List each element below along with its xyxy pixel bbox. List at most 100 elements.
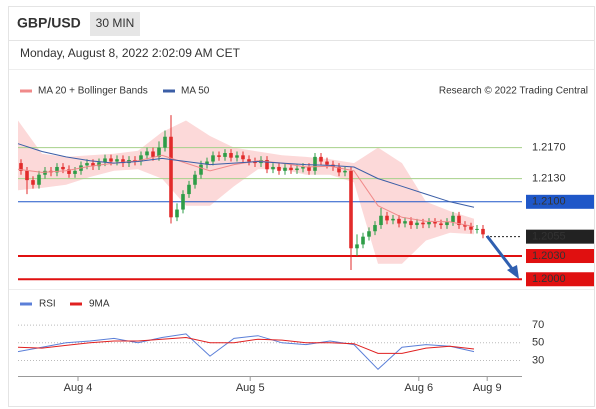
candle-body xyxy=(313,156,317,171)
candle-body xyxy=(253,161,257,164)
legend-label: RSI xyxy=(39,299,56,310)
indicator-line xyxy=(17,336,475,354)
level-box xyxy=(526,249,594,264)
candle-body xyxy=(325,161,329,165)
candle-body xyxy=(319,156,323,162)
candle-body xyxy=(73,170,77,174)
candle-body xyxy=(55,166,59,173)
candle-body xyxy=(265,159,269,170)
candle-body xyxy=(349,170,353,249)
candle-body xyxy=(91,163,95,167)
candle-body xyxy=(397,218,401,224)
level-label: 1.2030 xyxy=(532,250,566,262)
bollinger-band xyxy=(18,120,474,264)
level-label: 1.2100 xyxy=(532,196,566,208)
candle-body xyxy=(367,231,371,237)
candle-body xyxy=(361,236,365,245)
candle-body xyxy=(25,170,29,181)
candle-body xyxy=(481,228,485,235)
candle-body xyxy=(445,221,449,226)
candle-body xyxy=(343,170,347,173)
candle-body xyxy=(421,222,425,225)
legend-label: MA 50 xyxy=(181,86,210,97)
candle-body xyxy=(235,155,239,158)
level-label: 1.2130 xyxy=(532,172,566,184)
candle-body xyxy=(307,166,311,171)
candle-body xyxy=(199,164,203,175)
x-tick-label: Aug 5 xyxy=(236,382,265,394)
candle-body xyxy=(373,225,377,232)
credit: Research © 2022 Trading Central xyxy=(439,86,588,97)
candle-body xyxy=(109,158,113,162)
candle-body xyxy=(385,215,389,221)
timestamp: Monday, August 8, 2022 2:02:09 AM CET xyxy=(20,46,241,60)
ma-line xyxy=(17,143,475,208)
candle-body xyxy=(121,159,125,164)
level-box xyxy=(526,229,594,244)
candle-body xyxy=(295,168,299,171)
candle-body xyxy=(43,170,47,175)
candle-body xyxy=(229,153,233,158)
candle-body xyxy=(97,162,101,167)
x-tick-label: Aug 6 xyxy=(404,382,433,394)
candle-body xyxy=(205,161,209,165)
y-tick-label: 50 xyxy=(532,337,544,349)
candle-body xyxy=(193,174,197,185)
interval: 30 MIN xyxy=(96,16,135,30)
x-tick-label: Aug 9 xyxy=(473,382,502,394)
interval-badge xyxy=(90,12,140,36)
x-tick-label: Aug 4 xyxy=(64,382,93,394)
legend-label: 9MA xyxy=(89,299,110,310)
level-label: 1.2170 xyxy=(532,142,566,154)
candle-body xyxy=(409,221,413,226)
candle-body xyxy=(241,155,245,160)
y-tick-label: 70 xyxy=(532,319,544,331)
candle-body xyxy=(103,158,107,163)
y-tick-label: 30 xyxy=(532,354,544,366)
candle-body xyxy=(211,155,215,162)
candle-body xyxy=(463,225,467,227)
legend-label: MA 20 + Bollinger Bands xyxy=(38,86,148,97)
indicator-line xyxy=(17,333,475,370)
candle-body xyxy=(271,166,275,170)
candle-body xyxy=(115,159,119,162)
candle-body xyxy=(391,218,395,221)
candle-body xyxy=(433,221,437,224)
candle-body xyxy=(403,221,407,224)
candle-body xyxy=(61,166,65,170)
candle-body xyxy=(415,222,419,226)
candle-body xyxy=(157,147,161,157)
candle-body xyxy=(19,163,23,171)
candle-body xyxy=(379,215,383,226)
candle-body xyxy=(457,215,461,226)
forecast-arrowhead xyxy=(507,265,519,279)
candle-body xyxy=(217,155,221,157)
candle-body xyxy=(451,215,455,222)
candle-body xyxy=(475,228,479,230)
candle-body xyxy=(163,136,167,148)
plot: 1.2170 1.2130 1.2100 1.2055 1.2030 1.2000 MA 2… xyxy=(17,86,594,394)
candle-body xyxy=(289,167,293,171)
candle-body xyxy=(169,136,173,218)
candle-body xyxy=(283,167,287,171)
level-label: 1.2000 xyxy=(532,273,566,285)
level-label: 1.2055 xyxy=(532,231,566,243)
candle-body xyxy=(277,166,281,171)
candle-body xyxy=(427,221,431,225)
candle-body xyxy=(181,194,185,210)
card xyxy=(8,6,595,407)
candle-body xyxy=(67,169,71,174)
candle-body xyxy=(469,226,473,230)
candle-body xyxy=(439,223,443,226)
candle-body xyxy=(151,151,155,157)
symbol: GBP/USD xyxy=(17,15,81,31)
candle-body xyxy=(175,209,179,218)
candle-body xyxy=(187,184,191,195)
level-box xyxy=(526,194,594,209)
candle-body xyxy=(145,151,149,156)
candle-body xyxy=(337,166,341,173)
candle-body xyxy=(31,180,35,185)
candle-body xyxy=(355,244,359,249)
candle-body xyxy=(37,174,41,185)
